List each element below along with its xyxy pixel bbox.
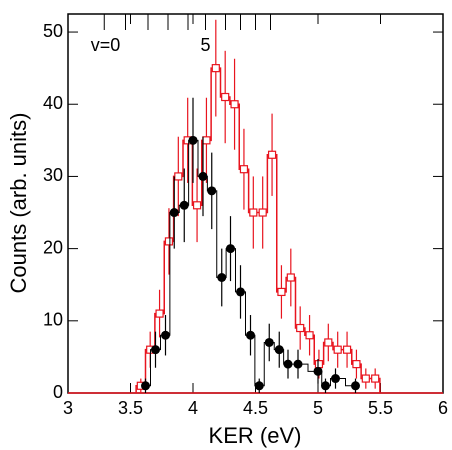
point — [293, 359, 303, 369]
y-axis-label: Counts (arb. units) — [6, 113, 31, 294]
bar — [371, 374, 380, 383]
x-tick-label: 3 — [63, 398, 73, 418]
bar — [324, 338, 333, 347]
y-tick-label: 10 — [43, 310, 63, 330]
point — [161, 330, 170, 340]
point — [246, 330, 255, 340]
bar — [267, 150, 277, 159]
bar — [202, 136, 211, 145]
point — [179, 200, 189, 210]
point — [236, 287, 245, 297]
bar — [314, 360, 324, 369]
bar — [211, 64, 220, 73]
x-tick-label: 5 — [313, 398, 323, 418]
bar — [221, 92, 230, 102]
bar — [258, 208, 267, 217]
x-tick-label: 3.5 — [118, 398, 143, 418]
bar — [174, 172, 183, 181]
point — [188, 135, 198, 145]
point — [217, 272, 227, 282]
x-tick-label: 4.5 — [243, 398, 268, 418]
bar — [361, 374, 370, 383]
point — [254, 381, 264, 391]
point — [141, 381, 150, 391]
y-tick-label: 50 — [43, 21, 63, 41]
annotation: v=0 — [91, 35, 121, 55]
bar — [239, 165, 249, 174]
point — [198, 171, 208, 181]
y-tick-label: 40 — [43, 93, 63, 113]
point — [283, 359, 293, 369]
point — [151, 345, 160, 355]
bar — [305, 331, 314, 340]
histogram-outline — [135, 67, 381, 393]
bar — [286, 273, 295, 282]
bar — [352, 360, 361, 369]
bar — [277, 287, 286, 297]
point — [321, 381, 330, 391]
bar — [164, 237, 174, 246]
point — [226, 244, 235, 254]
x-tick-label: 4 — [188, 398, 198, 418]
x-axis-label: KER (eV) — [209, 423, 302, 448]
point — [351, 381, 360, 391]
annotation: 5 — [200, 35, 210, 55]
bar — [333, 345, 342, 354]
bar — [342, 345, 352, 354]
y-tick-label: 30 — [43, 165, 63, 185]
x-tick-label: 5.5 — [368, 398, 393, 418]
bar — [296, 323, 305, 333]
point — [264, 337, 274, 347]
bar — [155, 309, 164, 318]
y-tick-label: 20 — [43, 237, 63, 257]
y-tick-label: 0 — [53, 382, 63, 402]
bar — [192, 201, 202, 210]
point — [274, 345, 284, 355]
point — [207, 186, 217, 196]
x-tick-label: 6 — [438, 398, 448, 418]
bar — [230, 100, 239, 109]
bar — [249, 208, 258, 217]
plot-frame — [67, 13, 444, 394]
point — [313, 366, 323, 376]
point — [169, 208, 179, 218]
point — [331, 374, 340, 384]
